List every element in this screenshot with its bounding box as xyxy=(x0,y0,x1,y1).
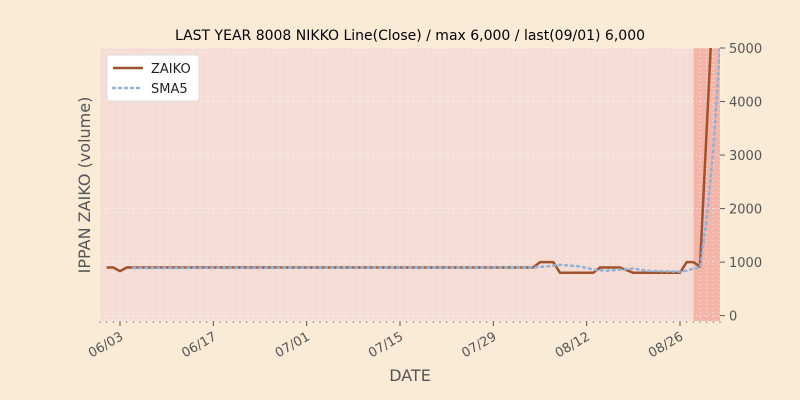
y-tick-label: 4000 xyxy=(729,96,762,111)
y-tick-label: 0 xyxy=(729,310,737,325)
x-tick-label: 07/29 xyxy=(459,329,499,361)
x-tick-label: 07/01 xyxy=(273,329,313,361)
x-tick-label: 08/12 xyxy=(553,329,593,361)
plot-background xyxy=(100,48,720,321)
x-tick-label: 08/26 xyxy=(646,329,686,361)
legend: ZAIKO SMA5 xyxy=(106,54,200,102)
x-tick-label: 07/15 xyxy=(366,329,406,361)
legend-box xyxy=(106,54,200,102)
series-line-sma5 xyxy=(132,48,720,274)
y-tick-label: 5000 xyxy=(729,42,762,57)
y-tick-label: 1000 xyxy=(729,256,762,271)
x-tick-label: 06/03 xyxy=(86,329,126,361)
x-tick-label: 06/17 xyxy=(179,329,219,361)
legend-label-sma5: SMA5 xyxy=(151,82,188,97)
legend-label-zaiko: ZAIKO xyxy=(151,62,191,77)
y-tick-label: 3000 xyxy=(729,149,762,164)
y-axis-label: IPPAN ZAIKO (volume) xyxy=(75,97,94,274)
chart-title: LAST YEAR 8008 NIKKO Line(Close) / max 6… xyxy=(175,28,645,44)
series-line-zaiko xyxy=(106,48,712,275)
y-tick-label: 2000 xyxy=(729,203,762,218)
x-axis-label: DATE xyxy=(389,366,431,385)
